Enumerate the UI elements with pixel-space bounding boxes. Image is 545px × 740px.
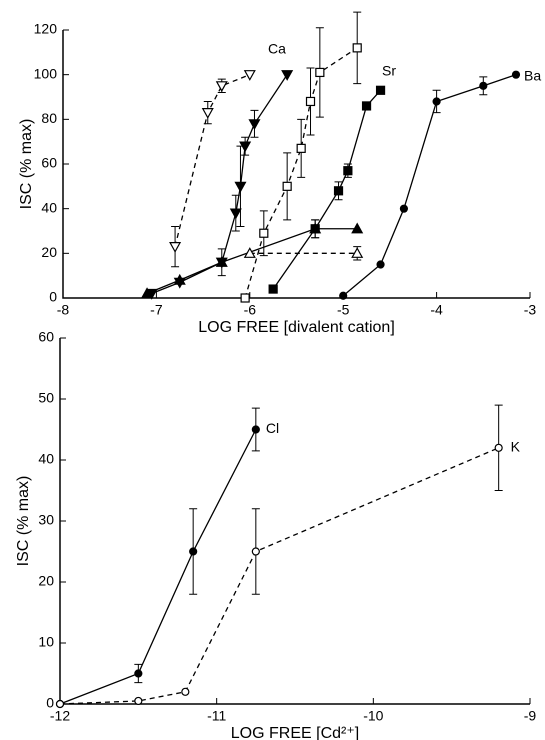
marker (215, 256, 228, 267)
marker (201, 108, 214, 119)
marker (343, 166, 353, 176)
marker (479, 81, 488, 90)
y-tick-label: 40 (38, 451, 54, 467)
y-tick-label: 100 (34, 65, 58, 81)
marker (55, 699, 65, 709)
series-label: Sr (382, 63, 396, 79)
marker (251, 425, 260, 434)
marker (339, 291, 348, 300)
marker (361, 101, 372, 111)
x-axis-label: LOG FREE [divalent cation] (198, 319, 395, 336)
marker (494, 443, 503, 452)
x-tick-label: -4 (430, 302, 443, 318)
x-axis-label: LOG FREE [Cd²⁺] (231, 725, 359, 740)
marker (248, 119, 261, 131)
marker (281, 70, 294, 81)
marker (305, 96, 316, 107)
marker (181, 687, 190, 696)
marker (215, 81, 228, 93)
marker (243, 70, 256, 81)
series-label: Ba (524, 67, 541, 83)
marker (399, 204, 409, 213)
axes (59, 338, 530, 705)
marker (351, 247, 364, 258)
y-tick-label: 10 (38, 634, 54, 650)
x-tick-label: -8 (57, 302, 70, 318)
y-tick-label: 20 (38, 573, 54, 589)
y-tick-label: 60 (41, 155, 57, 171)
y-axis-label: ISC (% max) (15, 476, 32, 567)
axes (62, 30, 530, 299)
marker (251, 547, 260, 556)
x-tick-label: -12 (50, 708, 70, 724)
marker (268, 284, 278, 294)
marker (189, 547, 198, 556)
series-label: Ca (268, 41, 286, 57)
x-tick-label: -3 (524, 302, 537, 318)
series-label: Cl (266, 420, 279, 436)
series-label: K (511, 439, 521, 455)
marker (234, 181, 247, 193)
marker (375, 85, 386, 95)
marker (310, 224, 320, 234)
marker (229, 208, 242, 220)
y-tick-label: 80 (41, 110, 57, 126)
x-tick-label: -9 (524, 708, 537, 724)
marker (239, 141, 252, 153)
marker (352, 43, 362, 53)
marker (351, 222, 364, 234)
series-line (342, 74, 517, 297)
marker (296, 143, 306, 153)
marker (432, 97, 441, 106)
x-tick-label: -5 (337, 302, 350, 318)
y-tick-label: 120 (34, 21, 58, 37)
x-tick-label: -11 (207, 708, 226, 724)
marker (141, 287, 154, 299)
y-axis-label: ISC (% max) (18, 119, 35, 210)
marker (259, 228, 269, 238)
marker (173, 273, 186, 285)
y-tick-label: 20 (41, 244, 57, 260)
marker (376, 260, 385, 269)
marker (169, 242, 182, 253)
marker (243, 247, 256, 258)
y-tick-label: 0 (46, 695, 54, 711)
y-tick-label: 0 (49, 289, 57, 305)
marker (134, 696, 143, 706)
x-tick-label: -6 (244, 302, 257, 318)
series-line (59, 429, 257, 705)
marker (282, 181, 292, 191)
marker (240, 293, 250, 303)
series-line (59, 447, 499, 705)
series-line (151, 74, 288, 295)
marker (333, 186, 344, 196)
y-tick-label: 60 (38, 329, 54, 345)
y-tick-label: 30 (38, 512, 54, 528)
marker (134, 669, 143, 678)
y-tick-label: 40 (41, 199, 57, 215)
series-line (174, 74, 251, 247)
marker (315, 67, 325, 78)
x-tick-label: -7 (150, 302, 163, 318)
y-tick-label: 50 (38, 390, 54, 406)
marker (511, 70, 521, 79)
x-tick-label: -10 (363, 708, 383, 724)
